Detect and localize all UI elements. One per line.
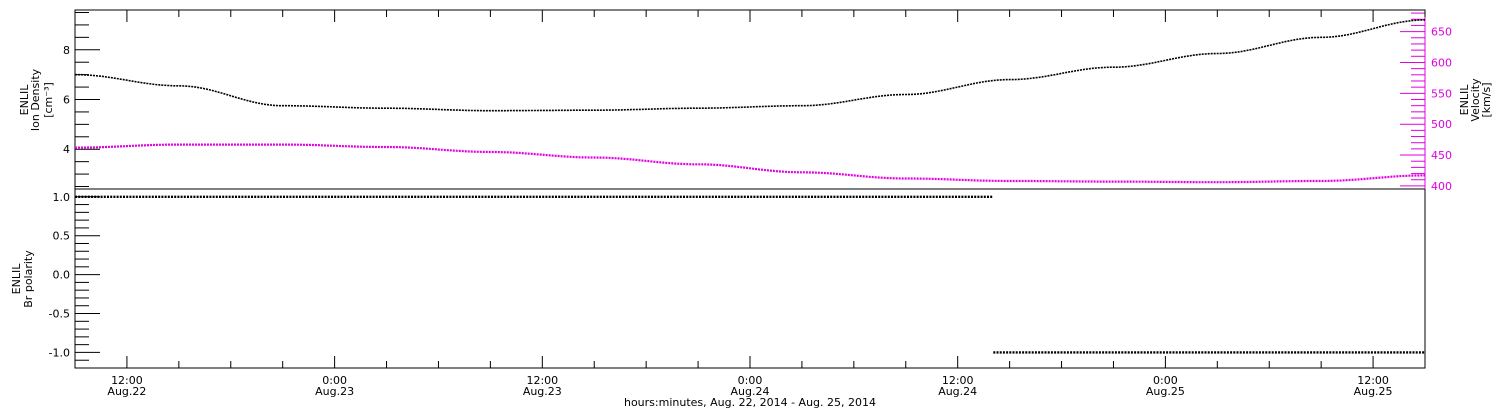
top-right-tick-label: 500 [1431,118,1452,131]
x-tick-date: Aug.22 [107,385,146,398]
series-group [74,19,1426,354]
x-tick-date: Aug.23 [315,385,354,398]
x-tick-label: 12:00 [1357,374,1389,387]
bottom-ytick-label: 0.0 [53,269,71,282]
top-ylabel-line1: ENLIL [18,84,31,116]
top-right-tick-label: 600 [1431,56,1452,69]
bottom-ylabel-line1: ENLIL [10,263,23,295]
x-tick-date: Aug.24 [731,385,770,398]
bottom-ytick-label: -1.0 [49,346,70,359]
bottom-ylabel-line2: Br polarity [22,250,35,308]
velocity-series-line [75,143,1425,184]
x-tick-label: 12:00 [526,374,558,387]
top-ylabel-line2: Ion Density [29,68,42,131]
x-tick-label: 0:00 [738,374,763,387]
top-ylabel-right-line1: ENLIL [1458,84,1471,116]
bottom-ytick-label: 0.5 [53,230,71,243]
top-right-tick-label: 650 [1431,26,1452,39]
top-ytick-label: 4 [63,143,70,156]
top-right-tick-label: 450 [1431,149,1452,162]
x-tick-label: 0:00 [322,374,347,387]
top-ylabel-right-line2: Velocity [1469,78,1482,122]
axis-ticks-group: 4 6 8 400 450 500 550 600 650 -1.0 -0.5 0.0 0.5 1.0 12… [49,10,1452,398]
x-axis-title: hours:minutes, Aug. 22, 2014 - Aug. 25, … [624,396,876,409]
top-ylabel-line3: [cm⁻³] [42,82,55,118]
x-tick-label: 12:00 [111,374,143,387]
x-tick-label: 12:00 [942,374,974,387]
x-tick-date: Aug.23 [523,385,562,398]
density-series-line [74,19,1426,112]
x-tick-label: 0:00 [1153,374,1178,387]
top-right-tick-label: 550 [1431,87,1452,100]
top-ytick-label: 8 [63,44,70,57]
bottom-panel-frame [74,188,1426,369]
x-tick-date: Aug.25 [1354,385,1393,398]
top-ytick-label: 6 [63,94,70,107]
top-ylabel-right-line3: [km/s] [1480,82,1493,117]
top-right-tick-label: 400 [1431,180,1452,193]
bottom-ytick-label: -0.5 [49,308,70,321]
bottom-ytick-label: 1.0 [53,191,71,204]
top-panel-frame [74,9,1426,190]
x-tick-date: Aug.24 [938,385,977,398]
x-tick-date: Aug.25 [1146,385,1185,398]
